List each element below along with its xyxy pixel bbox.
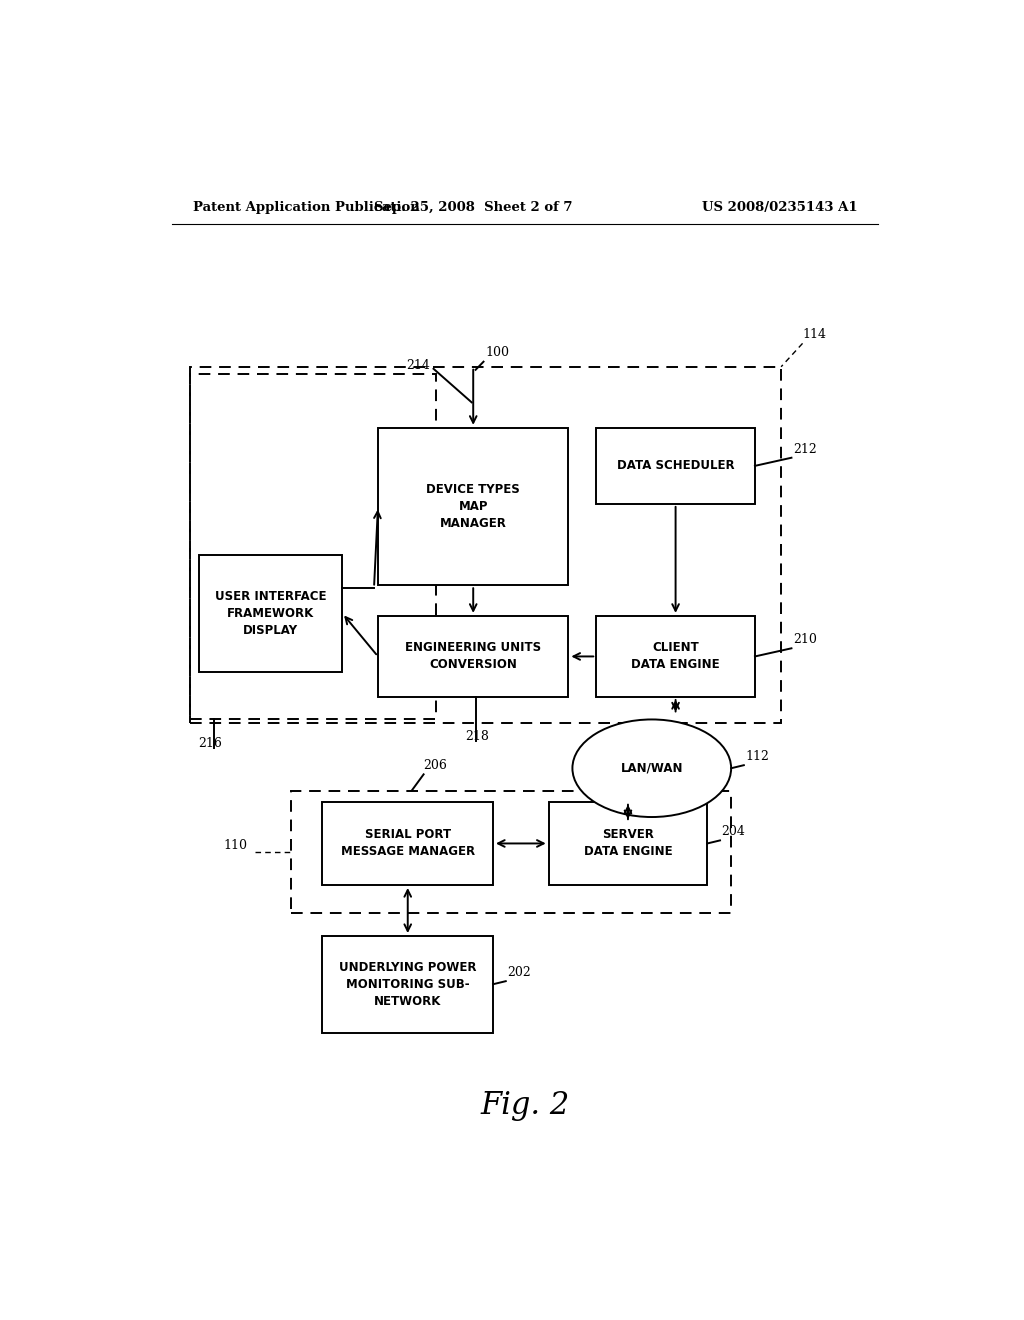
FancyBboxPatch shape: [200, 554, 342, 672]
Text: 218: 218: [465, 730, 489, 743]
Text: SERIAL PORT
MESSAGE MANAGER: SERIAL PORT MESSAGE MANAGER: [341, 829, 475, 858]
Text: 114: 114: [803, 329, 826, 342]
Text: SERVER
DATA ENGINE: SERVER DATA ENGINE: [584, 829, 673, 858]
Text: Fig. 2: Fig. 2: [480, 1090, 569, 1121]
Text: CLIENT
DATA ENGINE: CLIENT DATA ENGINE: [631, 642, 720, 672]
Text: ENGINEERING UNITS
CONVERSION: ENGINEERING UNITS CONVERSION: [406, 642, 542, 672]
FancyBboxPatch shape: [378, 616, 568, 697]
FancyBboxPatch shape: [323, 801, 494, 886]
FancyBboxPatch shape: [596, 428, 755, 504]
Text: DATA SCHEDULER: DATA SCHEDULER: [616, 459, 734, 473]
Text: UNDERLYING POWER
MONITORING SUB-
NETWORK: UNDERLYING POWER MONITORING SUB- NETWORK: [339, 961, 476, 1007]
FancyBboxPatch shape: [549, 801, 708, 886]
Text: USER INTERFACE
FRAMEWORK
DISPLAY: USER INTERFACE FRAMEWORK DISPLAY: [215, 590, 327, 636]
Ellipse shape: [572, 719, 731, 817]
Text: Patent Application Publication: Patent Application Publication: [194, 201, 420, 214]
Text: 216: 216: [198, 737, 222, 750]
Text: 214: 214: [406, 359, 430, 372]
FancyBboxPatch shape: [378, 428, 568, 585]
Text: 212: 212: [793, 442, 817, 455]
Text: DEVICE TYPES
MAP
MANAGER: DEVICE TYPES MAP MANAGER: [426, 483, 520, 531]
FancyBboxPatch shape: [323, 936, 494, 1032]
Text: US 2008/0235143 A1: US 2008/0235143 A1: [702, 201, 858, 214]
FancyBboxPatch shape: [596, 616, 755, 697]
Text: 112: 112: [745, 750, 769, 763]
Text: 202: 202: [507, 966, 531, 979]
Text: Sep. 25, 2008  Sheet 2 of 7: Sep. 25, 2008 Sheet 2 of 7: [374, 201, 572, 214]
Text: 204: 204: [722, 825, 745, 838]
Text: 206: 206: [424, 759, 447, 772]
Text: LAN/WAN: LAN/WAN: [621, 762, 683, 775]
Text: 210: 210: [793, 634, 817, 647]
Text: 100: 100: [485, 346, 509, 359]
Text: 110: 110: [223, 838, 247, 851]
